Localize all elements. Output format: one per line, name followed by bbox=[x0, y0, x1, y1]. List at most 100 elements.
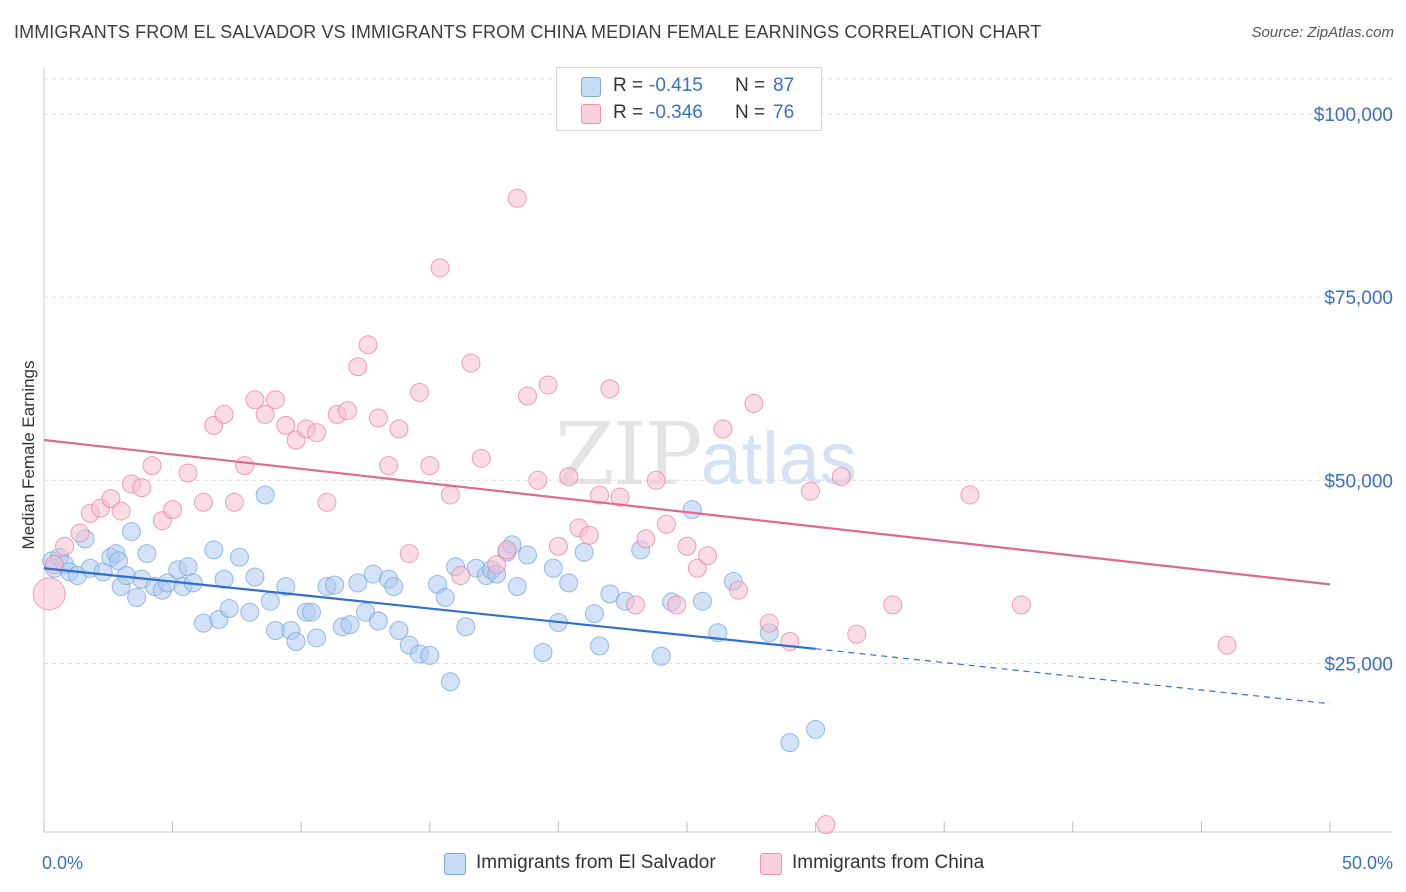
stats-swatch-el-salvador bbox=[581, 77, 601, 97]
r-label: R = bbox=[613, 75, 644, 96]
point-china bbox=[471, 448, 491, 468]
point-china bbox=[610, 487, 630, 507]
point-el-salvador bbox=[286, 632, 306, 651]
x-tick-label: 0.0% bbox=[42, 853, 83, 873]
point-el-salvador bbox=[559, 573, 579, 593]
point-china bbox=[656, 514, 676, 534]
point-china bbox=[358, 335, 378, 355]
point-el-salvador bbox=[340, 615, 360, 635]
point-china bbox=[497, 540, 517, 560]
point-el-salvador bbox=[692, 591, 712, 611]
point-el-salvador bbox=[301, 602, 321, 622]
point-china bbox=[276, 415, 296, 435]
point-china bbox=[193, 492, 213, 512]
y-tick-label: $25,000 bbox=[1324, 654, 1393, 675]
y-tick-label: $75,000 bbox=[1324, 288, 1393, 309]
point-china bbox=[224, 492, 244, 512]
point-el-salvador bbox=[389, 621, 409, 641]
point-china bbox=[142, 456, 162, 476]
point-el-salvador bbox=[229, 547, 249, 567]
point-china bbox=[559, 467, 579, 487]
point-china bbox=[1011, 595, 1031, 615]
point-el-salvador bbox=[245, 567, 265, 587]
point-el-salvador bbox=[440, 672, 460, 692]
point-el-salvador bbox=[276, 577, 296, 597]
point-china bbox=[487, 555, 507, 575]
point-china bbox=[636, 529, 656, 549]
point-china bbox=[255, 404, 275, 424]
point-el-salvador bbox=[325, 575, 345, 595]
point-china bbox=[518, 386, 538, 406]
point-china bbox=[698, 546, 718, 566]
point-el-salvador bbox=[533, 642, 553, 662]
point-china bbox=[528, 470, 548, 490]
point-el-salvador bbox=[456, 617, 476, 637]
point-china bbox=[379, 456, 399, 476]
point-el-salvador bbox=[178, 557, 198, 577]
point-el-salvador bbox=[219, 599, 239, 619]
n-value: 87 bbox=[773, 75, 795, 96]
n-value: 76 bbox=[773, 102, 795, 123]
point-el-salvador bbox=[193, 613, 213, 633]
trendline-china bbox=[43, 438, 1331, 586]
point-el-salvador bbox=[240, 602, 260, 622]
r-value: -0.415 bbox=[649, 75, 703, 96]
point-el-salvador bbox=[435, 588, 455, 608]
point-el-salvador bbox=[682, 500, 702, 520]
point-el-salvador bbox=[584, 604, 604, 624]
point-el-salvador bbox=[384, 577, 404, 597]
point-china bbox=[816, 815, 836, 835]
y-tick-label: $100,000 bbox=[1314, 105, 1393, 126]
point-china bbox=[847, 624, 867, 644]
point-china bbox=[399, 544, 419, 564]
y-axis-label: Median Female Earnings bbox=[19, 361, 38, 550]
point-china bbox=[440, 485, 460, 505]
point-china bbox=[317, 492, 337, 512]
point-china bbox=[451, 566, 471, 586]
source-credit: Source: ZipAtlas.com bbox=[1251, 24, 1394, 41]
point-china bbox=[548, 536, 568, 556]
point-china bbox=[677, 536, 697, 556]
point-china bbox=[348, 357, 368, 377]
y-tick-label: $50,000 bbox=[1324, 471, 1393, 492]
point-china bbox=[132, 478, 152, 498]
point-china bbox=[214, 404, 234, 424]
watermark-zip: ZIP bbox=[555, 405, 703, 505]
point-el-salvador bbox=[780, 733, 800, 753]
point-el-salvador bbox=[307, 628, 327, 648]
legend-label-china: Immigrants from China bbox=[792, 852, 985, 873]
point-china bbox=[646, 470, 666, 490]
point-china bbox=[831, 467, 851, 487]
point-el-salvador bbox=[590, 636, 610, 656]
point-china bbox=[430, 258, 450, 278]
point-china bbox=[70, 523, 90, 543]
point-china bbox=[235, 456, 255, 476]
point-china bbox=[410, 382, 430, 402]
point-china bbox=[883, 595, 903, 615]
point-china bbox=[55, 536, 75, 556]
point-el-salvador bbox=[204, 540, 224, 560]
point-el-salvador bbox=[420, 645, 440, 665]
stats-legend: R = -0.415 N = 87 R = -0.346 N = 76 bbox=[556, 67, 822, 131]
n-label: N = bbox=[735, 102, 766, 123]
point-el-salvador bbox=[93, 562, 113, 582]
point-china bbox=[307, 423, 327, 443]
point-el-salvador bbox=[368, 611, 388, 631]
point-china bbox=[626, 595, 646, 615]
point-china bbox=[800, 481, 820, 501]
point-china bbox=[461, 353, 481, 373]
n-label: N = bbox=[735, 75, 766, 96]
point-china bbox=[538, 375, 558, 395]
point-china bbox=[32, 577, 66, 611]
point-china bbox=[101, 489, 121, 509]
point-china bbox=[590, 485, 610, 505]
point-china bbox=[178, 463, 198, 483]
point-china bbox=[337, 401, 357, 421]
point-el-salvador bbox=[260, 591, 280, 611]
chart-title: IMMIGRANTS FROM EL SALVADOR VS IMMIGRANT… bbox=[14, 22, 1042, 42]
point-china bbox=[713, 419, 733, 439]
point-el-salvador bbox=[109, 551, 129, 571]
point-china bbox=[265, 390, 285, 410]
point-el-salvador bbox=[214, 569, 234, 589]
